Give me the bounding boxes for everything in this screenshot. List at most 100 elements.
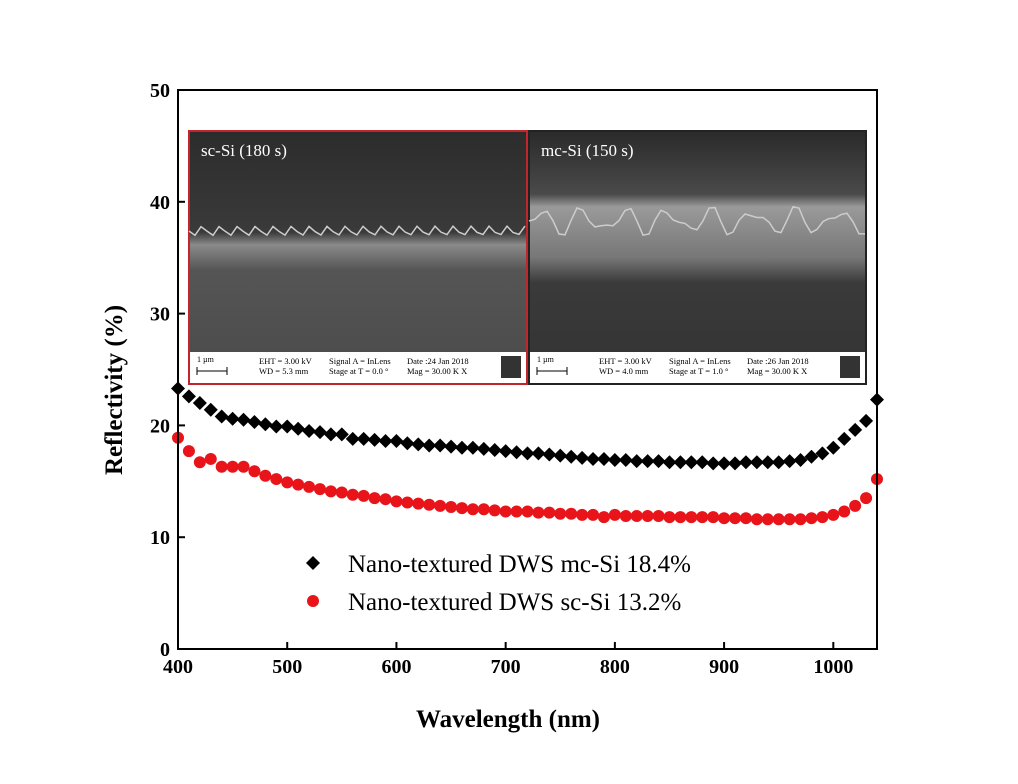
data-point [390, 495, 403, 508]
data-point [182, 445, 195, 458]
data-point [378, 434, 393, 449]
data-point [618, 453, 633, 468]
data-point [269, 419, 284, 434]
x-tick-label: 500 [272, 656, 302, 678]
data-point [445, 501, 458, 514]
data-point [827, 508, 840, 521]
plot-frame [177, 89, 878, 650]
data-point [434, 499, 447, 512]
sem-image [188, 130, 528, 385]
data-point [335, 486, 348, 499]
sem-info-signal: Signal A = InLens [669, 356, 731, 366]
x-tick-label: 900 [709, 656, 739, 678]
data-point [608, 508, 621, 521]
data-point [214, 409, 229, 424]
sem-info-mag: Mag = 30.00 K X [747, 366, 807, 376]
data-point [357, 489, 370, 502]
sem-info-stage: Stage at T = 1.0 ° [669, 366, 728, 376]
data-point [629, 454, 644, 469]
x-tick-label: 1000 [813, 656, 853, 678]
scale-bar-label: 1 µm [197, 355, 215, 364]
x-tick-label: 700 [491, 656, 521, 678]
y-tick-label: 40 [150, 192, 170, 214]
data-point [640, 454, 655, 469]
data-point [695, 455, 710, 470]
legend: Nano-textured DWS mc-Si 18.4% Nano-textu… [306, 551, 691, 616]
data-point [553, 448, 568, 463]
data-point [782, 454, 797, 469]
data-point [412, 497, 425, 510]
sem-info-mag: Mag = 30.00 K X [407, 366, 467, 376]
data-point [805, 512, 818, 525]
data-point [215, 460, 228, 473]
data-point [302, 423, 317, 438]
data-point [313, 483, 326, 496]
series-mc-si [171, 381, 884, 471]
legend-label-sc-si: Nano-textured DWS sc-Si 13.2% [348, 589, 681, 616]
data-point [783, 513, 796, 526]
data-point [259, 469, 272, 482]
data-point [510, 505, 523, 518]
data-point [739, 512, 752, 525]
data-point [794, 513, 807, 526]
data-point [423, 498, 436, 511]
data-point [575, 450, 590, 465]
data-point [281, 476, 294, 489]
scale-bar-label: 1 µm [537, 355, 555, 364]
data-point [400, 436, 415, 451]
sem-info-date: Date :26 Jan 2018 [747, 356, 809, 366]
sem-label: sc-Si (180 s) [201, 141, 287, 160]
sem-info-wd: WD = 4.0 mm [599, 366, 649, 376]
y-tick-label: 20 [150, 415, 170, 437]
data-point [750, 513, 763, 526]
sem-info-signal: Signal A = InLens [329, 356, 391, 366]
data-point [477, 503, 490, 516]
data-point [729, 512, 742, 525]
sem-info-bar [190, 352, 526, 383]
data-point [303, 480, 316, 493]
data-point [760, 455, 775, 470]
y-tick-label: 50 [150, 80, 170, 102]
sem-info-eht: EHT = 3.00 kV [259, 356, 313, 366]
data-point [597, 511, 610, 524]
zeiss-logo [840, 356, 860, 378]
sem-info-stage: Stage at T = 0.0 ° [329, 366, 388, 376]
data-point [499, 505, 512, 518]
data-point [684, 455, 699, 470]
sem-info-bar [530, 352, 865, 383]
data-point [838, 505, 851, 518]
data-point [401, 496, 414, 509]
data-point [422, 438, 437, 453]
data-point [663, 511, 676, 524]
data-point [248, 465, 261, 478]
sem-image [528, 130, 867, 385]
data-point [815, 446, 830, 461]
legend-marker-mc-si [306, 556, 320, 570]
data-point [651, 454, 666, 469]
data-point [488, 504, 501, 517]
data-point [630, 509, 643, 522]
data-point [532, 506, 545, 519]
legend-marker-sc-si [307, 595, 319, 607]
data-point [465, 440, 480, 455]
data-point [520, 446, 535, 461]
scale-bar [196, 367, 228, 375]
data-point [280, 419, 295, 434]
data-point [466, 503, 479, 516]
data-point [258, 417, 273, 432]
data-point [531, 446, 546, 461]
data-point [181, 389, 196, 404]
data-point [837, 431, 852, 446]
data-point [521, 505, 534, 518]
data-point [849, 499, 862, 512]
data-point [859, 413, 874, 428]
data-point [696, 511, 709, 524]
data-point [237, 460, 250, 473]
data-point [203, 402, 218, 417]
data-point [673, 455, 688, 470]
data-point [292, 478, 305, 491]
data-point [607, 453, 622, 468]
data-point [816, 511, 829, 524]
